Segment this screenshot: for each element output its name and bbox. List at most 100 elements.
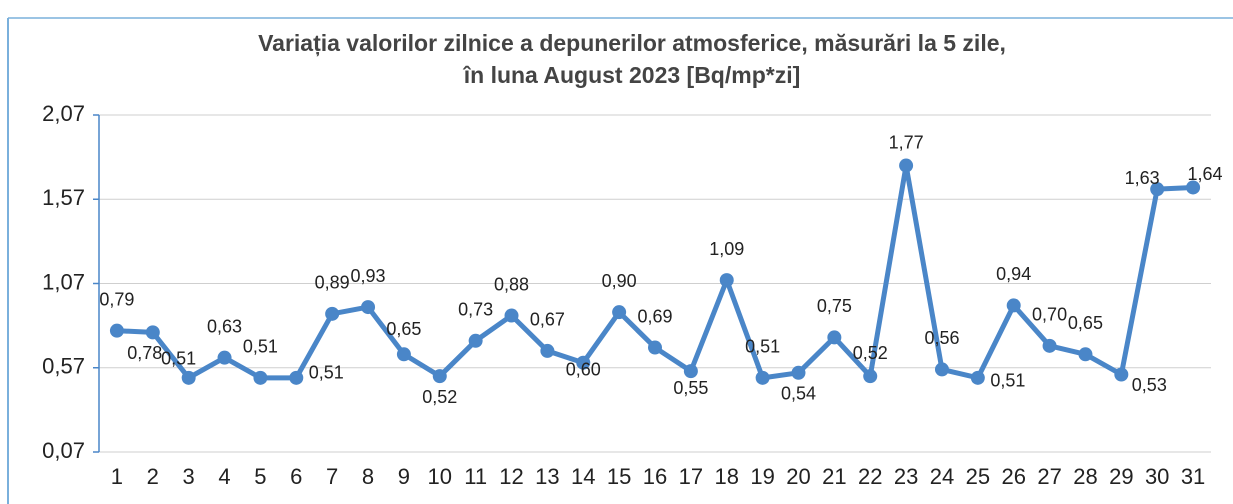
data-label: 1,09	[709, 239, 744, 259]
data-point	[325, 306, 340, 321]
x-tick-label: 24	[930, 464, 954, 489]
data-label: 0,54	[781, 384, 816, 404]
data-label: 0,70	[1032, 305, 1067, 325]
data-label: 0,51	[990, 371, 1025, 391]
data-label: 0,79	[99, 289, 134, 309]
data-label: 1,63	[1125, 168, 1160, 188]
data-point	[145, 325, 160, 340]
x-tick-label: 12	[499, 464, 523, 489]
x-tick-label: 6	[290, 464, 302, 489]
data-point	[217, 350, 232, 365]
data-label: 0,63	[207, 316, 242, 336]
data-point	[361, 300, 376, 315]
y-tick-label: 0,57	[42, 354, 85, 379]
data-label: 0,69	[637, 306, 672, 326]
data-point	[181, 370, 196, 385]
x-tick-label: 22	[858, 464, 882, 489]
data-label: 0,51	[309, 363, 344, 383]
data-point	[683, 364, 698, 379]
x-tick-label: 29	[1109, 464, 1133, 489]
y-tick-label: 2,07	[42, 101, 85, 126]
data-point	[934, 362, 949, 377]
x-tick-label: 4	[218, 464, 230, 489]
x-tick-label: 1	[111, 464, 123, 489]
x-tick-label: 26	[1001, 464, 1025, 489]
x-tick-label: 20	[786, 464, 810, 489]
data-label: 0,89	[315, 273, 350, 293]
data-point	[109, 323, 124, 338]
x-tick-label: 11	[464, 464, 487, 489]
chart-title: în luna August 2023 [Bq/mp*zi]	[463, 62, 801, 88]
data-label: 0,51	[745, 337, 780, 357]
x-tick-label: 27	[1037, 464, 1061, 489]
data-label: 0,65	[1068, 313, 1103, 333]
chart-title: Variația valorilor zilnice a depunerilor…	[258, 30, 1006, 57]
x-tick-label: 8	[362, 464, 374, 489]
x-tick-label: 21	[822, 464, 846, 489]
x-tick-label: 31	[1181, 464, 1205, 489]
y-tick-label: 1,57	[42, 185, 85, 210]
data-point	[827, 330, 842, 345]
data-label: 0,52	[853, 343, 888, 363]
x-tick-label: 16	[643, 464, 667, 489]
data-point	[1150, 182, 1165, 197]
data-point	[576, 355, 591, 370]
data-label: 0,93	[351, 266, 386, 286]
data-label: 1,64	[1188, 164, 1223, 184]
x-tick-label: 30	[1145, 464, 1169, 489]
x-tick-label: 10	[428, 464, 452, 489]
data-label: 0,88	[494, 274, 529, 294]
data-label: 0,60	[566, 359, 601, 379]
y-tick-label: 1,07	[42, 269, 85, 294]
data-point	[1006, 298, 1021, 313]
data-label: 0,90	[602, 271, 637, 291]
data-label: 0,67	[530, 310, 565, 330]
x-tick-label: 17	[679, 464, 703, 489]
data-label: 0,56	[924, 328, 959, 348]
x-tick-label: 28	[1073, 464, 1097, 489]
data-point	[432, 369, 447, 384]
data-label: 0,75	[817, 296, 852, 316]
data-point	[396, 347, 411, 362]
data-label: 0,52	[422, 387, 457, 407]
data-label: 0,53	[1132, 375, 1167, 395]
data-label: 1,77	[889, 132, 924, 152]
x-tick-label: 7	[326, 464, 338, 489]
x-tick-label: 23	[894, 464, 918, 489]
data-point	[540, 343, 555, 358]
x-tick-label: 13	[535, 464, 559, 489]
data-point	[612, 305, 627, 320]
data-label: 0,51	[161, 349, 196, 369]
x-tick-label: 15	[607, 464, 631, 489]
data-label: 0,73	[458, 300, 493, 320]
data-label: 0,65	[386, 319, 421, 339]
data-point	[791, 365, 806, 380]
x-tick-label: 14	[571, 464, 595, 489]
data-point	[1078, 347, 1093, 362]
data-point	[648, 340, 662, 355]
data-point	[970, 370, 985, 385]
x-tick-label: 19	[750, 464, 774, 489]
data-point	[719, 273, 734, 288]
data-point	[755, 370, 770, 385]
data-point	[1042, 338, 1057, 353]
data-point	[468, 333, 483, 348]
data-label: 0,94	[996, 264, 1031, 284]
data-point	[253, 370, 268, 385]
x-tick-label: 5	[254, 464, 266, 489]
data-label: 0,55	[673, 378, 708, 398]
data-point	[1114, 367, 1129, 382]
data-point	[899, 158, 914, 173]
x-tick-label: 25	[966, 464, 990, 489]
x-tick-label: 18	[714, 464, 738, 489]
x-tick-label: 3	[183, 464, 195, 489]
data-point	[504, 308, 519, 323]
data-point	[289, 370, 304, 385]
y-tick-label: 0,07	[42, 438, 85, 463]
x-tick-label: 2	[147, 464, 159, 489]
data-label: 0,78	[127, 343, 162, 363]
data-point	[1186, 180, 1201, 195]
data-point	[863, 369, 878, 384]
